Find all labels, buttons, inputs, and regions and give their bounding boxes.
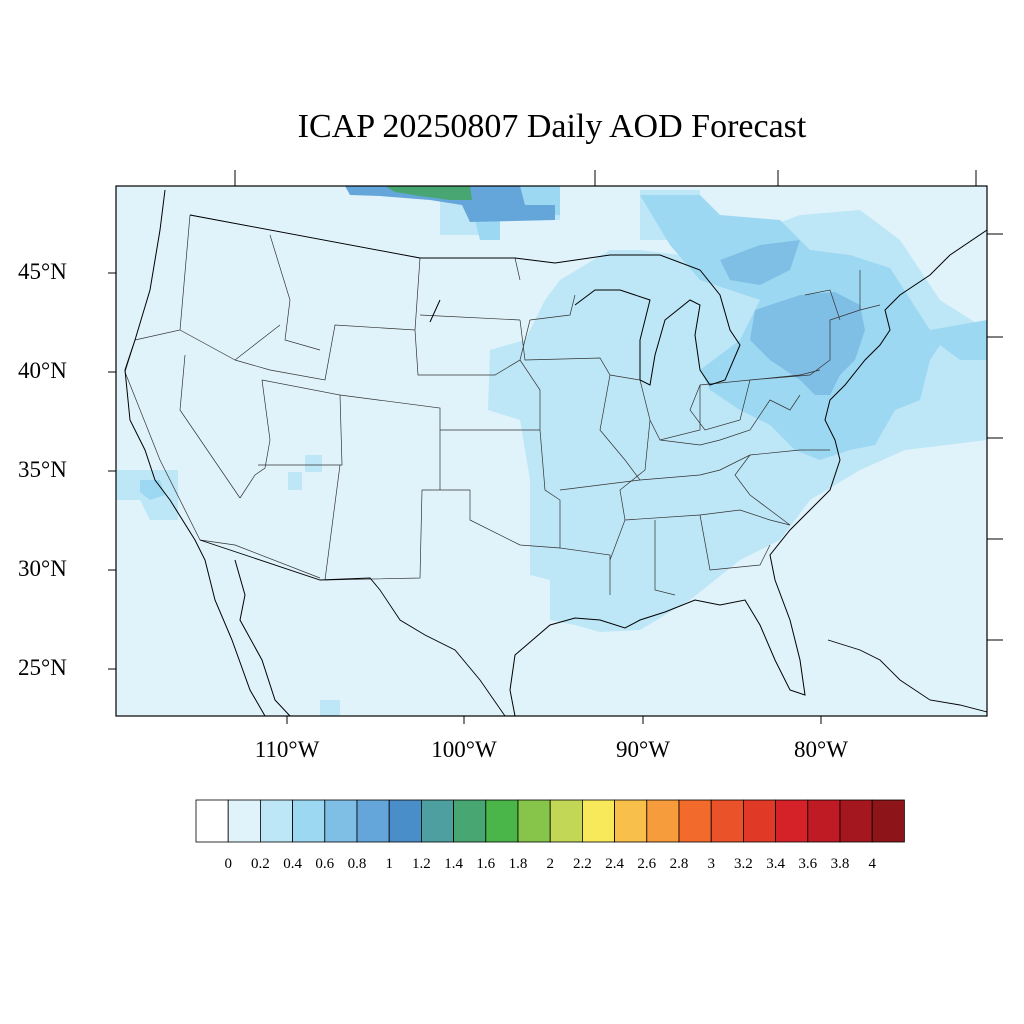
colorbar-box — [839, 799, 873, 843]
colorbar-box — [259, 799, 293, 843]
colorbar-tick-label: 1.4 — [444, 856, 463, 872]
colorbar-tick-label: 1 — [385, 856, 393, 872]
colorbar-tick-label: 3.6 — [798, 856, 818, 872]
colorbar-box — [743, 799, 777, 843]
colorbar-tick-label: 0.6 — [315, 856, 335, 872]
colorbar-tick-label: 2.6 — [637, 856, 657, 872]
lon-label-110: 110°W — [254, 737, 320, 762]
colorbar-box — [517, 799, 551, 843]
colorbar-box — [614, 799, 648, 843]
colorbar-tick-label: 3.4 — [766, 856, 785, 872]
colorbar-tick-label: 1.2 — [412, 856, 431, 872]
colorbar-box — [356, 799, 390, 843]
colorbar-tick-label: 1.6 — [476, 856, 496, 872]
colorbar-box — [775, 799, 809, 843]
colorbar-box — [292, 799, 326, 843]
colorbar-tick-label: 2.4 — [605, 856, 624, 872]
lat-label-35: 35°N — [18, 457, 67, 482]
lat-label-45: 45°N — [18, 259, 67, 284]
colorbar-box — [420, 799, 454, 843]
colorbar-box — [678, 799, 712, 843]
us-mexico-border — [199, 539, 506, 716]
colorbar-tick-label: 3.2 — [734, 856, 753, 872]
lon-label-90: 90°W — [616, 737, 670, 762]
colorbar-box — [388, 799, 422, 843]
coastline — [124, 189, 987, 716]
colorbar-tick-label: 3.8 — [830, 856, 850, 872]
colorbar-tick-label: 0.4 — [283, 856, 302, 872]
colorbar-box — [195, 799, 229, 843]
colorbar-box — [582, 799, 616, 843]
colorbar-box — [549, 799, 583, 843]
lon-label-100: 100°W — [431, 737, 497, 762]
lon-label-80: 80°W — [794, 737, 848, 762]
florida-keys-cuba-outline — [827, 639, 987, 713]
colorbar — [195, 799, 905, 843]
colorbar-tick-label: 0.2 — [251, 856, 270, 872]
colorbar-box — [227, 799, 261, 843]
colorbar-box — [807, 799, 841, 843]
aod-region-southern-canada-plume — [345, 186, 555, 222]
colorbar-tick-label: 1.8 — [508, 856, 528, 872]
colorbar-tick-label: 2.2 — [573, 856, 592, 872]
colorbar-box — [453, 799, 487, 843]
lat-label-25: 25°N — [18, 655, 67, 680]
tick-marks — [108, 170, 1003, 724]
lat-label-30: 30°N — [18, 556, 67, 581]
colorbar-box — [324, 799, 358, 843]
colorbar-tick-label: 2.8 — [669, 856, 689, 872]
colorbar-tick-label: 2 — [546, 856, 554, 872]
colorbar-box — [871, 799, 905, 843]
aod-region-canada-peak — [385, 186, 472, 200]
colorbar-box — [485, 799, 519, 843]
lat-label-40: 40°N — [18, 358, 67, 383]
colorbar-box — [646, 799, 680, 843]
aod-region-new-york-pennsylvania — [720, 240, 865, 395]
colorbar-box — [710, 799, 744, 843]
colorbar-tick-label: 0.8 — [347, 856, 367, 872]
colorbar-tick-label: 4 — [868, 856, 876, 872]
map-frame — [115, 185, 988, 717]
us-canada-border — [189, 214, 556, 264]
colorbar-tick-label: 0 — [224, 856, 232, 872]
map-title: ICAP 20250807 Daily AOD Forecast — [297, 108, 807, 145]
colorbar-tick-label: 3 — [707, 856, 715, 872]
